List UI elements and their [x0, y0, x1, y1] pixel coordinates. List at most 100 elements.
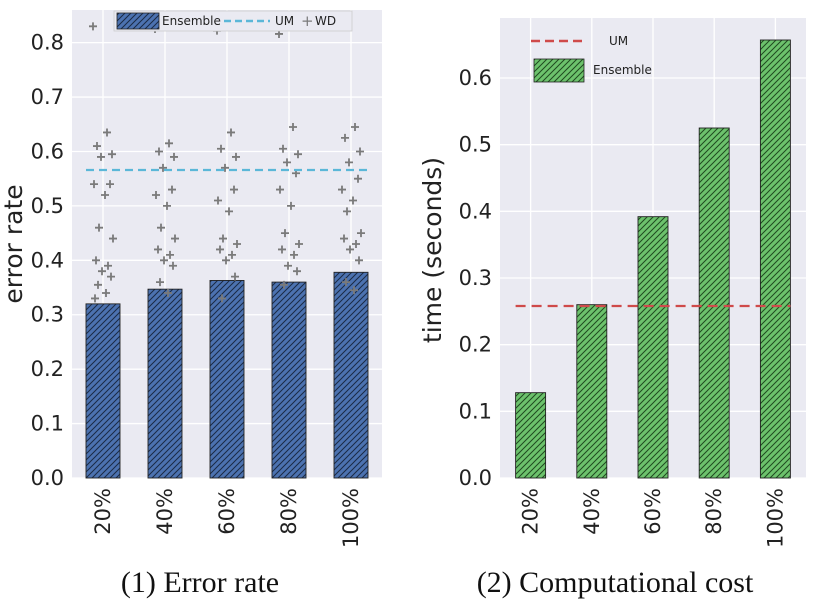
bar-60pct [209, 280, 245, 479]
x-tick-label: 40% [580, 488, 604, 535]
bar-20pct [85, 303, 121, 479]
wd-point [103, 128, 111, 137]
wd-point [279, 144, 287, 153]
wd-point [101, 191, 109, 200]
bar-40pct [576, 304, 608, 479]
legend-swatch-wd: + [301, 12, 314, 30]
wd-point [345, 158, 353, 167]
legend-label-ensemble-cost: Ensemble [593, 63, 652, 77]
x-tick-label: 20% [91, 488, 115, 535]
wd-point [152, 191, 160, 200]
y-tick-label: 0.1 [31, 412, 64, 436]
wd-point [354, 174, 362, 183]
legend-label-wd: WD [315, 14, 336, 28]
wd-point [214, 196, 222, 205]
wd-point [169, 261, 177, 270]
wd-point [290, 250, 298, 259]
wd-point [295, 240, 303, 248]
bar-40pct [147, 288, 183, 479]
wd-point [219, 234, 227, 243]
y-tick-label: 0.2 [31, 357, 64, 381]
y-tick-label: 0.2 [459, 333, 492, 357]
wd-point [98, 267, 106, 276]
wd-point [95, 223, 103, 232]
cost-y-axis-label: time (seconds) [418, 157, 447, 343]
wd-point [104, 261, 112, 270]
wd-point [287, 201, 295, 210]
wd-point [225, 207, 233, 216]
error-rate-panel: 0.0 0.1 0.2 0.3 0.4 0.5 0.6 0.7 0.8 20% 40% 60% 80%… [0, 10, 382, 599]
legend-label-um: UM [275, 14, 294, 28]
wd-point [163, 201, 171, 210]
cost-y-ticks: 0.0 0.1 0.2 0.3 0.4 0.5 0.6 [459, 66, 492, 490]
x-tick-label: 100% [339, 488, 363, 548]
wd-point [107, 272, 115, 281]
computational-cost-panel: 0.0 0.1 0.2 0.3 0.4 0.5 0.6 20% 40% 60% 80% 100% t… [418, 18, 806, 599]
bar-80pct [698, 127, 730, 479]
wd-point [232, 152, 240, 161]
wd-point [350, 286, 358, 295]
wd-point [166, 250, 174, 259]
y-tick-label: 0.4 [459, 199, 492, 223]
error-rate-x-ticks: 20% 40% 60% 80% 100% [91, 488, 363, 548]
wd-point [102, 288, 110, 297]
x-tick-label: 20% [519, 488, 543, 535]
wd-point [222, 256, 230, 265]
wd-point [156, 278, 164, 287]
y-tick-label: 0.0 [459, 466, 492, 490]
wd-point [340, 234, 348, 243]
wd-point [351, 123, 359, 131]
wd-point [160, 256, 168, 265]
wd-point [218, 294, 226, 303]
y-tick-label: 0.5 [459, 133, 492, 157]
wd-point [155, 147, 163, 156]
wd-point [278, 245, 286, 254]
wd-point [233, 240, 241, 248]
wd-point [284, 261, 292, 270]
cost-caption: (2) Computational cost [477, 566, 754, 599]
wd-point [293, 267, 301, 276]
legend-label-ensemble: Ensemble [162, 14, 221, 28]
bar-60pct [637, 216, 669, 479]
wd-point [228, 250, 236, 259]
wd-point [294, 150, 302, 159]
legend-frame [113, 10, 353, 32]
wd-point [165, 139, 173, 148]
wd-point [217, 144, 225, 153]
wd-point [90, 180, 98, 189]
error-rate-caption: (1) Error rate [121, 566, 279, 599]
wd-point [227, 128, 235, 137]
x-tick-label: 40% [153, 488, 177, 535]
wd-point [283, 158, 291, 167]
y-tick-label: 0.5 [31, 194, 64, 218]
y-tick-label: 0.4 [31, 248, 64, 272]
wd-point [171, 234, 179, 243]
y-tick-label: 0.8 [31, 31, 64, 55]
cost-bars [515, 39, 791, 479]
x-tick-label: 100% [763, 488, 787, 548]
wd-point [164, 288, 172, 297]
error-rate-y-axis-label: error rate [0, 184, 28, 303]
wd-point [168, 185, 176, 194]
wd-point [231, 272, 239, 281]
cost-x-ticks: 20% 40% 60% 80% 100% [519, 488, 788, 548]
wd-point [342, 278, 350, 287]
y-tick-label: 0.3 [459, 266, 492, 290]
bar-100pct [759, 39, 791, 479]
wd-point [341, 133, 349, 142]
wd-point [281, 229, 289, 238]
y-tick-label: 0.1 [459, 399, 492, 423]
wd-point [289, 123, 297, 131]
wd-point [92, 256, 100, 265]
wd-point [170, 152, 178, 161]
wd-point [154, 245, 162, 254]
x-tick-label: 60% [641, 488, 665, 535]
wd-point [108, 150, 116, 159]
y-tick-label: 0.6 [459, 66, 492, 90]
wd-point [352, 240, 360, 248]
x-tick-label: 80% [277, 488, 301, 535]
wd-point [106, 180, 114, 189]
x-tick-label: 60% [215, 488, 239, 535]
wd-point [357, 229, 365, 238]
